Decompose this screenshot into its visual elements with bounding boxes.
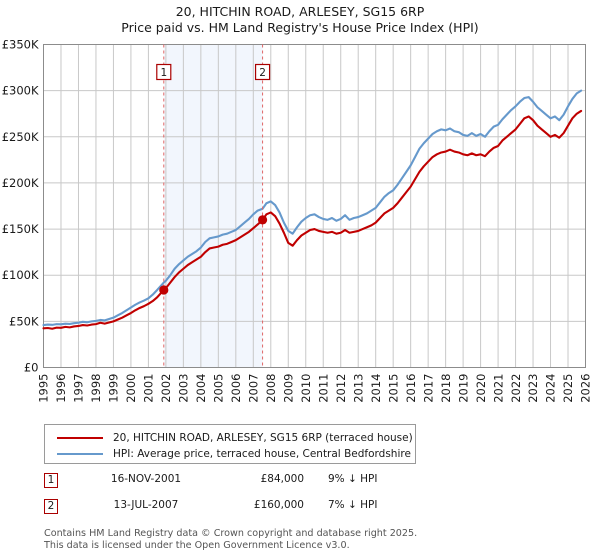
x-axis-tick-label: 2003 (177, 374, 191, 403)
plot-frame (43, 44, 586, 368)
legend-item-price-paid: 20, HITCHIN ROAD, ARLESEY, SG15 6RP (ter… (51, 430, 413, 445)
x-axis-tick-label: 1995 (37, 374, 51, 403)
y-axis-labels: £0 £50K £100K £150K £200K £250K £300K £350K (2, 38, 39, 375)
plot-background (43, 44, 586, 368)
marker-point[interactable] (159, 285, 169, 295)
series-line-price-paid (42, 109, 583, 330)
transaction-span-shading (163, 44, 263, 368)
marker-point[interactable] (257, 215, 268, 225)
x-axis-tick-label: 1998 (89, 374, 103, 403)
marker-badge-label: 1 (160, 67, 167, 79)
table-row: 2 13-JUL-2007 £160,000 7% ↓ HPI (44, 498, 464, 524)
x-axis-tick-label: 2024 (544, 374, 558, 403)
transactions-table: 1 16-NOV-2001 £84,000 9% ↓ HPI 2 13-JUL-… (44, 472, 464, 524)
x-axis-tick-label: 2016 (404, 374, 418, 403)
page-title: 20, HITCHIN ROAD, ARLESEY, SG15 6RP Pric… (0, 4, 600, 36)
x-axis-tick-label: 2021 (491, 374, 505, 403)
price-chart: £0 £50K £100K £150K £200K £250K £300K £350K 1995… (2, 38, 593, 403)
x-axis-tick-label: 2004 (194, 374, 208, 403)
y-axis-tick-label: £50K (9, 314, 39, 328)
x-axis-tick-label: 2022 (509, 374, 523, 403)
legend-label-hpi: HPI: Average price, terraced house, Cent… (113, 447, 411, 460)
transaction-date-1: 16-NOV-2001 (110, 473, 182, 485)
x-axis-tick-label: 2000 (124, 374, 138, 403)
x-axis-tick-label: 2020 (474, 374, 488, 403)
x-axis-tick-label: 1996 (54, 374, 68, 403)
x-axis-tick-label: 2025 (561, 374, 575, 403)
y-axis-tick-label: £150K (2, 222, 39, 236)
x-axis-labels: 1995 1996 1997 1998 1999 2000 2001 2002 2003 2004… (37, 374, 593, 403)
marker-badge-box[interactable] (156, 63, 172, 81)
y-axis-tick-label: £250K (2, 130, 39, 144)
x-axis-tick-label: 2010 (299, 374, 313, 403)
marker-badge-box[interactable] (254, 63, 271, 81)
transaction-hpi-delta-1: 9% ↓ HPI (328, 473, 378, 485)
x-axis-tick-label: 2026 (579, 374, 593, 403)
x-axis-tick-label: 1997 (72, 374, 86, 403)
x-axis-tick-label: 2014 (369, 374, 383, 403)
y-axis-tick-label: £0 (24, 361, 39, 375)
transaction-price-2: £160,000 (253, 499, 304, 511)
x-axis-tick-label: 2023 (526, 374, 540, 403)
legend-swatch-hpi (57, 452, 103, 455)
title-subtitle: Price paid vs. HM Land Registry's House … (121, 20, 479, 35)
legend-item-hpi: HPI: Average price, terraced house, Cent… (51, 446, 411, 461)
x-axis-tick-label: 2013 (351, 374, 365, 403)
y-axis-tick-label: £300K (2, 84, 39, 98)
chart-svg: £0 £50K £100K £150K £200K £250K £300K £350K 1995… (2, 38, 593, 403)
x-axis-tick-label: 2017 (421, 374, 435, 403)
x-axis-tick-label: 2012 (334, 374, 348, 403)
x-axis-tick-label: 1999 (107, 374, 121, 403)
y-axis-tick-label: £200K (2, 176, 39, 190)
legend-swatch-price-paid (57, 436, 103, 439)
transaction-price-1: £84,000 (260, 473, 304, 485)
legend-label-price-paid: 20, HITCHIN ROAD, ARLESEY, SG15 6RP (ter… (113, 431, 413, 444)
x-axis-tick-label: 2019 (456, 374, 470, 403)
transaction-badge-1: 1 (44, 473, 58, 488)
table-row: 1 16-NOV-2001 £84,000 9% ↓ HPI (44, 472, 464, 498)
series-line-hpi (42, 89, 583, 327)
x-axis-tick-label: 2008 (264, 374, 278, 403)
marker-badge-label: 2 (259, 67, 266, 79)
x-axis-tick-label: 2002 (159, 374, 173, 403)
x-axis-tick-label: 2015 (386, 374, 400, 403)
copyright-footer: Contains HM Land Registry data © Crown c… (44, 528, 564, 551)
x-axis-tick-label: 2005 (212, 374, 226, 403)
x-axis-tick-label: 2011 (316, 374, 330, 403)
footer-line-2: This data is licensed under the Open Gov… (44, 539, 350, 551)
x-axis-tick-label: 2007 (247, 374, 261, 403)
chart-legend: 20, HITCHIN ROAD, ARLESEY, SG15 6RP (ter… (44, 424, 416, 464)
y-axis-tick-label: £350K (2, 38, 39, 52)
x-axis-tick-label: 2006 (229, 374, 243, 403)
transaction-hpi-delta-2: 7% ↓ HPI (328, 499, 378, 511)
title-address: 20, HITCHIN ROAD, ARLESEY, SG15 6RP (175, 4, 425, 19)
footer-line-1: Contains HM Land Registry data © Crown c… (44, 528, 418, 539)
transaction-date-2: 13-JUL-2007 (113, 499, 179, 511)
y-axis-tick-label: £100K (2, 268, 39, 282)
transaction-badge-2: 2 (44, 499, 58, 514)
x-axis-tick-label: 2009 (281, 374, 295, 403)
x-axis-tick-label: 2018 (439, 374, 453, 403)
x-axis-tick-label: 2001 (142, 374, 156, 403)
